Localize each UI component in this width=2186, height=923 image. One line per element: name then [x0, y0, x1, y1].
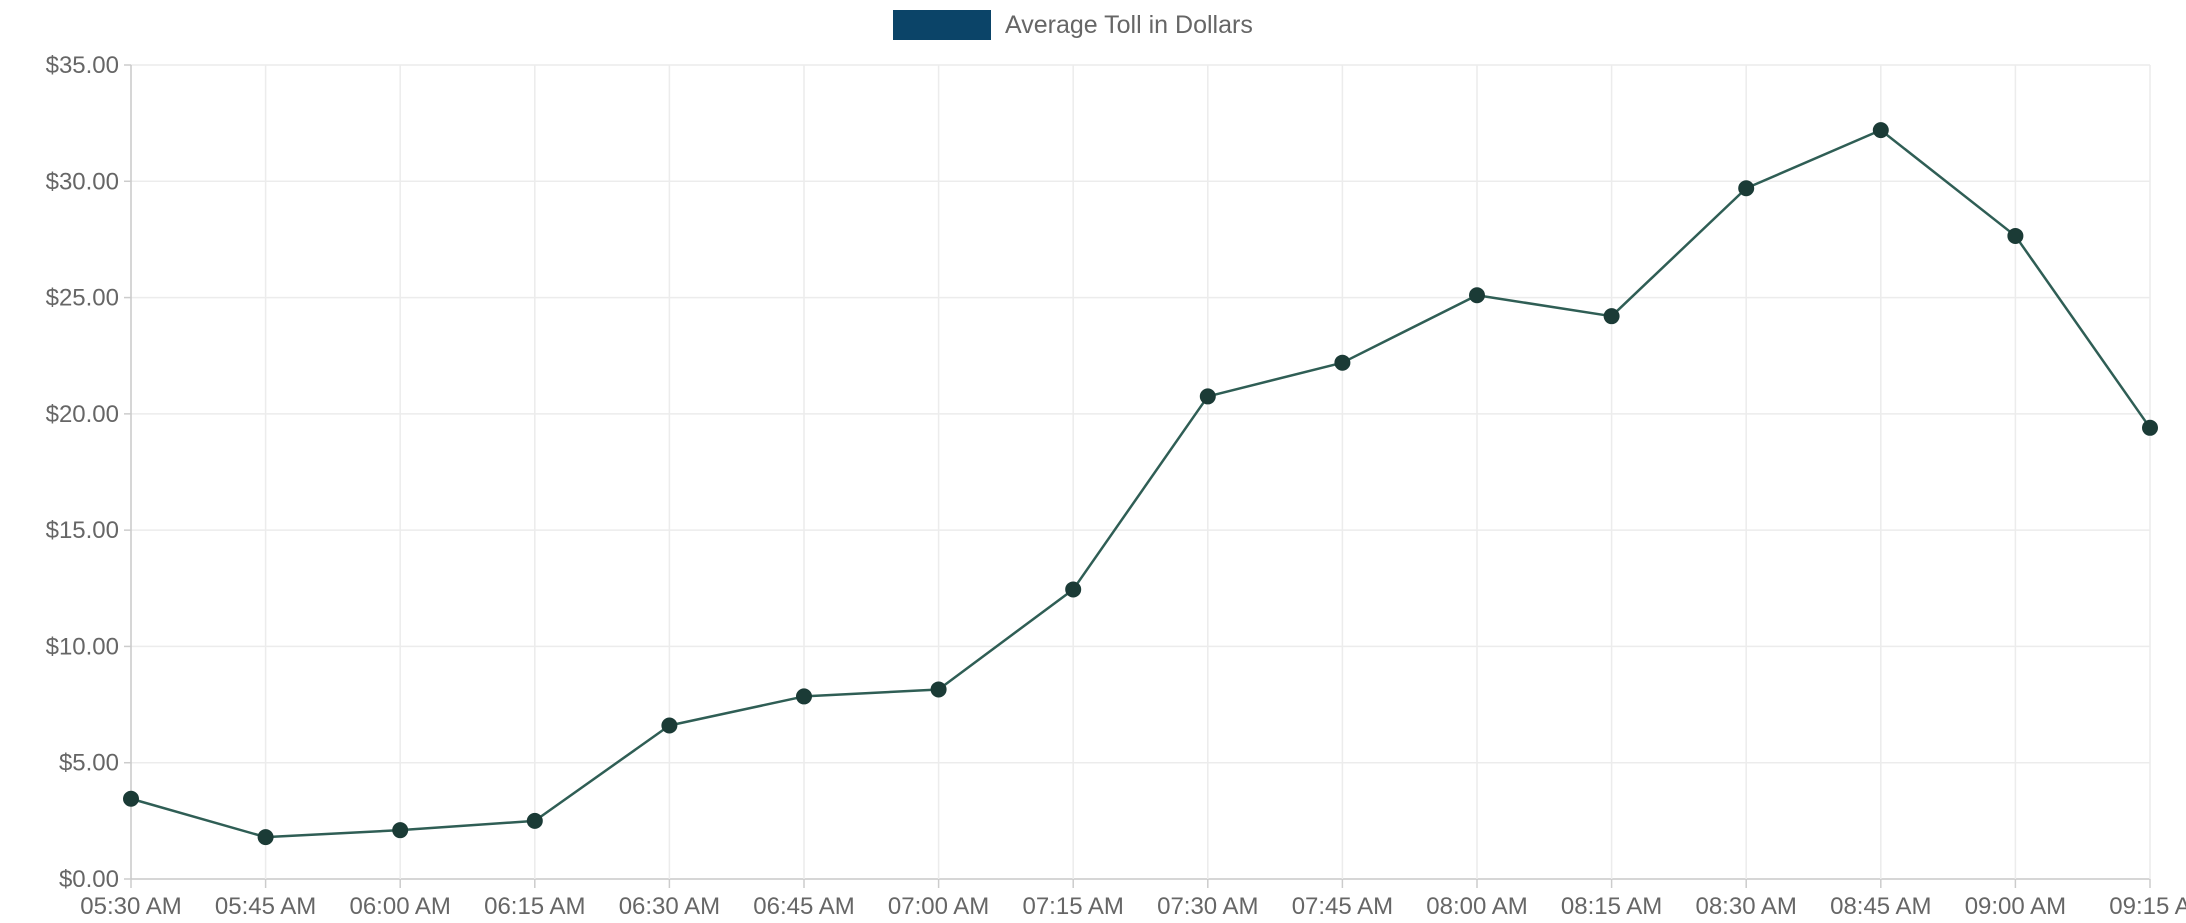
data-point — [123, 790, 139, 807]
x-tick-label: 07:00 AM — [888, 893, 989, 920]
data-point — [1872, 122, 1889, 139]
axes — [124, 64, 2151, 888]
series-line — [130, 128, 2152, 839]
data-point — [1065, 581, 1082, 598]
data-point — [1738, 180, 1755, 197]
y-tick-label: $5.00 — [59, 750, 119, 777]
y-tick-label: $0.00 — [59, 866, 119, 893]
legend-label[interactable]: Average Toll in Dollars — [1005, 11, 1253, 39]
data-point — [930, 681, 947, 698]
x-tick-label: 05:30 AM — [80, 893, 181, 920]
legend[interactable]: Average Toll in Dollars — [893, 10, 1253, 40]
x-tick-label: 06:00 AM — [349, 893, 450, 920]
data-point — [796, 688, 812, 705]
x-tick-label: 08:30 AM — [1695, 893, 1796, 920]
y-tick-label: $25.00 — [46, 285, 119, 312]
data-point — [1199, 388, 1216, 405]
y-tick-label: $30.00 — [46, 168, 119, 195]
x-axis-ticks: 05:30 AM 05:45 AM 06:00 AM 06:15 AM 06:30 AM… — [80, 893, 2186, 920]
y-tick-label: $15.00 — [46, 517, 119, 544]
x-tick-label: 06:30 AM — [619, 893, 720, 920]
x-tick-label: 08:45 AM — [1830, 893, 1931, 920]
data-point — [661, 717, 678, 734]
data-point — [1334, 354, 1351, 371]
x-tick-label: 08:00 AM — [1426, 893, 1527, 920]
data-point — [1603, 308, 1620, 325]
data-point — [2142, 419, 2158, 436]
data-point — [257, 829, 274, 846]
data-point — [526, 812, 543, 829]
grid — [130, 64, 2151, 880]
legend-swatch[interactable] — [893, 10, 991, 40]
data-point — [1469, 287, 1485, 304]
y-axis-ticks: $0.00 $5.00 $10.00 $15.00 $20.00 $25.00 $30.00… — [46, 52, 119, 893]
data-point — [2007, 227, 2024, 244]
x-tick-label: 06:15 AM — [484, 893, 585, 920]
x-tick-label: 09:15 A — [2109, 893, 2186, 920]
series — [123, 122, 2158, 846]
x-tick-label: 08:15 AM — [1561, 893, 1662, 920]
x-tick-label: 05:45 AM — [215, 893, 316, 920]
x-tick-label: 07:15 AM — [1022, 893, 1123, 920]
y-tick-label: $35.00 — [46, 52, 119, 79]
x-tick-label: 07:45 AM — [1292, 893, 1393, 920]
x-tick-label: 06:45 AM — [753, 893, 854, 920]
x-tick-label: 07:30 AM — [1157, 893, 1258, 920]
y-tick-label: $20.00 — [46, 401, 119, 428]
data-point — [392, 822, 409, 839]
x-tick-label: 09:00 AM — [1965, 893, 2066, 920]
y-tick-label: $10.00 — [46, 633, 119, 660]
